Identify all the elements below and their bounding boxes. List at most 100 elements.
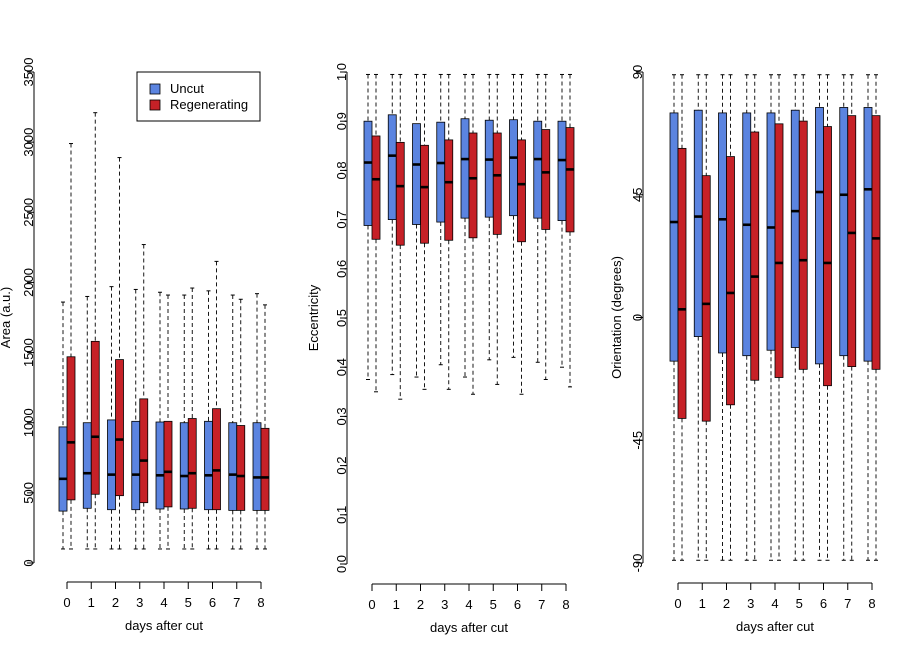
legend-frame — [136, 71, 261, 122]
box — [260, 427, 270, 511]
box — [509, 119, 518, 217]
y-tick-label: 3000 — [21, 128, 36, 157]
box — [774, 123, 784, 378]
regenerating-box-day-8 — [565, 73, 575, 388]
uncut-box-day-5 — [790, 74, 800, 561]
y-axis-label: Eccentricity — [306, 284, 321, 351]
box — [669, 112, 679, 362]
regenerating-box-day-5 — [187, 287, 197, 550]
x-tick-label: 1 — [88, 595, 95, 610]
box — [718, 112, 727, 354]
uncut-box-day-1 — [387, 73, 397, 376]
regenerating-box-day-0 — [677, 74, 687, 561]
regenerating-box-day-0 — [66, 143, 76, 550]
uncut-box-day-4 — [460, 73, 470, 378]
box — [460, 118, 470, 219]
y-axis-label: Area (a.u.) — [0, 287, 13, 348]
uncut-box-day-3 — [131, 288, 141, 550]
x-tick-label: 0 — [368, 597, 375, 612]
y-tick-label: 90 — [630, 65, 645, 79]
box — [557, 120, 567, 221]
box — [155, 421, 165, 510]
box — [847, 115, 857, 367]
legend-swatch-uncut — [149, 83, 161, 95]
y-tick-label: 1500 — [21, 338, 36, 367]
x-tick-label: 6 — [820, 596, 827, 611]
y-axis-label: Orientation (degrees) — [609, 256, 624, 379]
y-tick-label: 0.5 — [334, 309, 349, 327]
uncut-box-day-0 — [363, 73, 373, 380]
box — [468, 132, 478, 239]
box — [839, 107, 849, 357]
y-tick-label: 3500 — [21, 58, 36, 87]
x-tick-label: 2 — [723, 596, 730, 611]
regenerating-box-day-6 — [212, 260, 221, 550]
regenerating-box-day-2 — [420, 73, 429, 390]
uncut-box-day-6 — [204, 290, 213, 550]
uncut-box-day-6 — [815, 74, 824, 561]
uncut-box-day-7 — [228, 294, 238, 550]
uncut-box-day-3 — [742, 74, 752, 561]
regenerating-box-day-4 — [468, 73, 478, 395]
y-tick-label: 0 — [630, 314, 645, 321]
box — [823, 126, 832, 387]
uncut-box-day-8 — [557, 73, 567, 368]
y-tick-label: 45 — [630, 188, 645, 202]
regenerating-box-day-5 — [492, 73, 502, 385]
y-tick-label: 1.0 — [334, 63, 349, 81]
box — [139, 398, 149, 504]
box — [871, 115, 881, 370]
box — [66, 356, 76, 501]
regenerating-box-day-7 — [541, 73, 551, 380]
x-tick-label: 3 — [747, 596, 754, 611]
uncut-box-day-5 — [179, 294, 189, 550]
regenerating-box-day-4 — [774, 74, 784, 561]
box — [82, 422, 92, 509]
box — [163, 420, 173, 508]
x-tick-label: 5 — [490, 597, 497, 612]
uncut-box-day-4 — [155, 291, 165, 550]
y-tick-label: 0.6 — [334, 260, 349, 278]
regenerating-box-day-1 — [701, 74, 711, 561]
box — [107, 419, 116, 511]
box — [444, 139, 454, 241]
box — [212, 408, 221, 511]
legend-label-regenerating: Regenerating — [170, 97, 248, 112]
uncut-box-day-7 — [839, 74, 849, 561]
box — [412, 123, 421, 225]
y-tick-label: -45 — [630, 431, 645, 450]
regenerating-box-day-8 — [871, 74, 881, 561]
uncut-box-day-2 — [412, 73, 421, 378]
uncut-box-day-2 — [718, 74, 727, 561]
regenerating-box-day-3 — [139, 244, 149, 550]
x-tick-label: 1 — [393, 597, 400, 612]
box — [863, 107, 873, 362]
box — [187, 418, 197, 509]
box — [236, 425, 246, 511]
box — [395, 141, 405, 246]
y-tick-label: 0.8 — [334, 161, 349, 179]
box — [131, 420, 141, 511]
box — [726, 156, 735, 406]
regenerating-box-day-3 — [444, 73, 454, 390]
uncut-box-day-1 — [693, 74, 703, 561]
legend: Uncut Regenerating — [136, 71, 261, 122]
box — [766, 112, 776, 351]
x-tick-label: 0 — [63, 595, 70, 610]
box — [533, 120, 543, 219]
box — [677, 147, 687, 419]
x-tick-label: 0 — [674, 596, 681, 611]
box — [541, 129, 551, 230]
regenerating-box-day-7 — [847, 74, 857, 561]
y-tick-label: 0.4 — [334, 358, 349, 376]
box — [436, 121, 446, 223]
x-tick-label: 8 — [868, 596, 875, 611]
y-tick-label: 0.7 — [334, 211, 349, 229]
regenerating-box-day-0 — [371, 73, 381, 393]
x-tick-label: 7 — [538, 597, 545, 612]
x-tick-label: 2 — [112, 595, 119, 610]
x-tick-label: 5 — [185, 595, 192, 610]
y-tick-label: 500 — [21, 482, 36, 504]
